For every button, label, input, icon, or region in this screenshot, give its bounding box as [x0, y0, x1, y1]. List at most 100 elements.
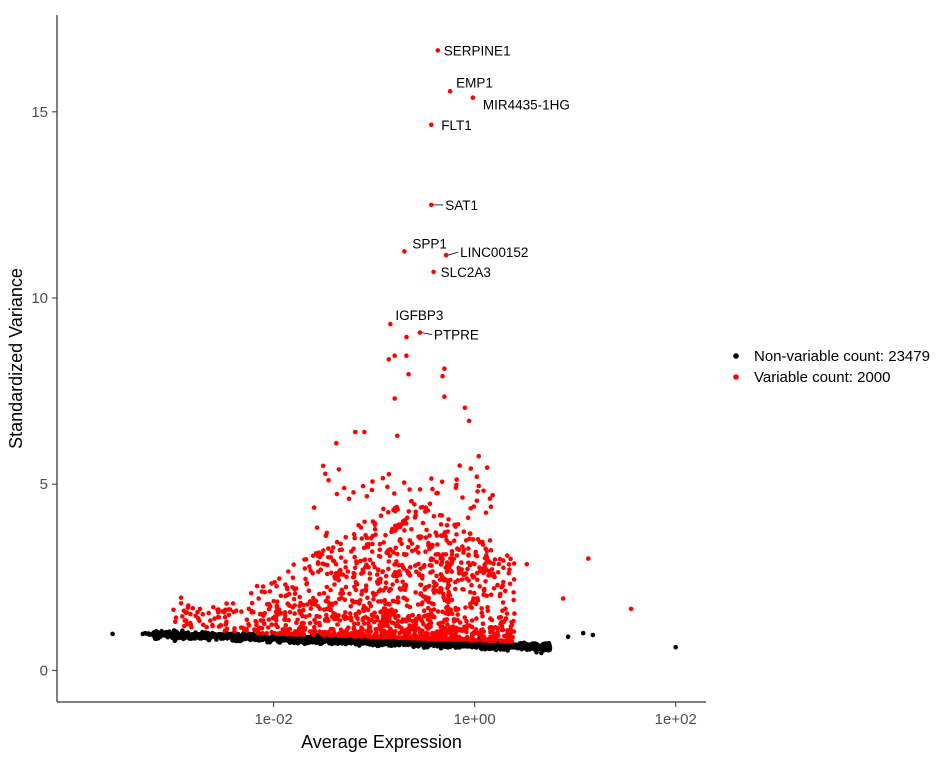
variable-point	[396, 599, 401, 605]
variable-point	[451, 637, 456, 642]
variable-point	[371, 619, 377, 625]
variable-point	[466, 418, 472, 424]
variable-point	[395, 618, 401, 624]
variable-point	[382, 606, 388, 611]
variable-point	[272, 580, 278, 585]
variable-point	[463, 571, 469, 576]
variable-point	[488, 547, 494, 553]
variable-point	[282, 617, 287, 622]
labeled-point	[429, 122, 434, 128]
y-tick-label: 0	[40, 662, 48, 679]
variable-point	[292, 591, 298, 596]
variable-point	[405, 515, 410, 520]
variable-point	[384, 621, 390, 626]
variable-point	[233, 608, 239, 613]
variable-point	[469, 618, 475, 623]
variable-point	[224, 619, 229, 625]
variable-point	[459, 577, 465, 582]
variable-point	[295, 617, 300, 623]
variable-point	[422, 587, 428, 592]
variable-point	[184, 621, 190, 627]
x-tick-label: 1e+02	[655, 711, 697, 728]
variable-point	[343, 534, 349, 540]
variable-point	[423, 594, 429, 600]
variable-point	[393, 608, 399, 614]
variable-point	[378, 609, 384, 614]
variable-point	[444, 537, 449, 543]
variable-point	[395, 551, 400, 557]
variable-point	[327, 601, 333, 607]
variable-point	[460, 495, 465, 500]
variable-point	[335, 622, 340, 627]
variable-point	[473, 549, 479, 555]
variable-point	[479, 567, 484, 572]
variable-point	[466, 578, 472, 583]
variable-point	[469, 582, 474, 588]
variable-point	[441, 577, 446, 583]
variable-point	[317, 591, 322, 597]
non-variable-point	[536, 646, 541, 652]
variable-point	[503, 617, 508, 622]
variable-point	[380, 629, 386, 635]
variable-point	[285, 601, 291, 606]
variable-point	[442, 625, 448, 631]
variable-point	[498, 638, 503, 644]
variable-point	[427, 563, 433, 568]
non-variable-point	[580, 630, 586, 636]
variable-point	[269, 629, 275, 635]
variable-point	[352, 599, 358, 605]
variable-point	[364, 628, 370, 634]
variable-point	[355, 621, 361, 626]
variable-point	[351, 631, 357, 637]
variable-point	[290, 605, 296, 610]
variable-point	[367, 557, 373, 563]
variable-point	[420, 600, 425, 605]
variable-point	[489, 628, 494, 633]
variable-point	[292, 611, 298, 616]
variable-point	[321, 633, 326, 638]
variable-point	[409, 499, 414, 504]
variable-point	[449, 597, 454, 603]
variable-point	[370, 561, 376, 566]
variable-point	[246, 621, 251, 627]
variable-point	[475, 489, 480, 494]
variable-point	[323, 471, 328, 477]
variable-point	[359, 536, 365, 541]
variable-point	[405, 545, 411, 550]
labeled-point	[431, 269, 436, 275]
variable-point	[382, 597, 388, 603]
variable-point	[436, 621, 441, 627]
variable-point	[468, 589, 473, 595]
variable-point	[180, 614, 185, 619]
variable-point	[385, 484, 390, 490]
variable-point	[426, 612, 432, 618]
variable-point	[298, 600, 303, 606]
variable-point	[365, 544, 371, 550]
label-connector	[448, 251, 459, 256]
non-variable-point	[240, 631, 246, 636]
variable-point	[492, 557, 498, 562]
variable-point	[479, 610, 485, 616]
variable-point	[492, 574, 497, 580]
variable-point	[183, 618, 189, 623]
variable-point	[324, 584, 330, 590]
variable-point	[185, 605, 191, 611]
variable-point	[322, 607, 327, 612]
variable-point	[444, 560, 450, 565]
non-variable-point	[494, 643, 499, 649]
non-variable-point	[292, 640, 297, 646]
variable-point	[302, 566, 308, 571]
variable-point	[361, 545, 367, 551]
variable-point	[487, 638, 492, 643]
variable-point	[425, 605, 431, 611]
variable-point	[399, 635, 404, 640]
variable-point	[439, 479, 445, 485]
variable-point	[423, 505, 429, 510]
non-variable-point	[227, 634, 232, 640]
variable-point	[444, 605, 449, 610]
variable-point	[381, 623, 386, 629]
variable-point	[372, 564, 378, 570]
variable-point	[320, 463, 326, 469]
non-variable-point	[513, 644, 519, 650]
variable-point	[360, 633, 365, 638]
